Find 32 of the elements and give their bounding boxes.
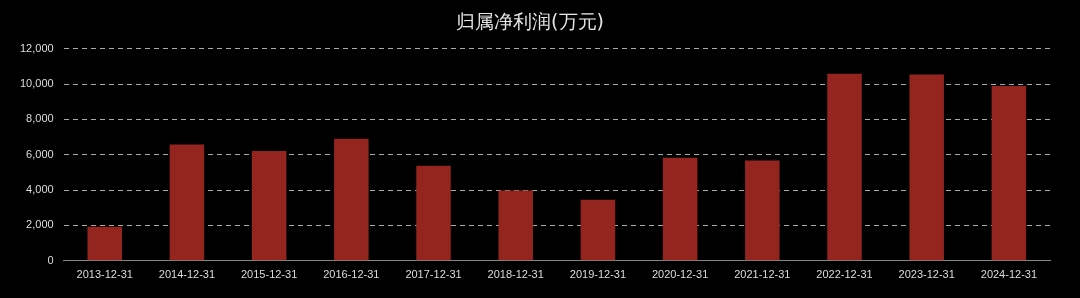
y-tick-label: 4,000 xyxy=(26,183,54,196)
x-tick-label: 2024-12-31 xyxy=(980,268,1038,281)
x-tick-label: 2018-12-31 xyxy=(487,268,544,281)
y-tick-label: 2,000 xyxy=(26,218,54,231)
bar xyxy=(334,138,369,261)
bar xyxy=(991,86,1027,261)
x-tick-label: 2014-12-31 xyxy=(158,268,216,281)
x-tick-label: 2022-12-31 xyxy=(816,268,873,281)
x-tick-label: 2017-12-31 xyxy=(405,268,462,281)
bar xyxy=(498,190,533,261)
bar xyxy=(251,151,287,261)
bar xyxy=(909,74,944,261)
bar xyxy=(745,160,780,261)
y-tick-label: 12,000 xyxy=(19,41,54,54)
bar xyxy=(662,157,698,261)
y-tick-label: 6,000 xyxy=(26,147,54,160)
x-tick-label: 2023-12-31 xyxy=(898,268,955,281)
bar xyxy=(580,199,616,261)
x-tick-label: 2015-12-31 xyxy=(240,268,298,281)
x-tick-label: 2013-12-31 xyxy=(76,268,133,281)
x-tick-label: 2021-12-31 xyxy=(734,268,791,281)
bar xyxy=(87,226,122,261)
y-tick-label: 10,000 xyxy=(19,77,54,90)
chart-title: 归属净利润(万元) xyxy=(456,10,604,33)
bar xyxy=(827,73,862,261)
y-tick-label: 0 xyxy=(47,253,54,266)
x-tick-label: 2020-12-31 xyxy=(651,268,709,281)
bar xyxy=(169,144,205,261)
x-tick-label: 2016-12-31 xyxy=(323,268,380,281)
bar xyxy=(416,165,451,261)
y-tick-label: 8,000 xyxy=(26,112,54,125)
x-tick-label: 2019-12-31 xyxy=(569,268,627,281)
